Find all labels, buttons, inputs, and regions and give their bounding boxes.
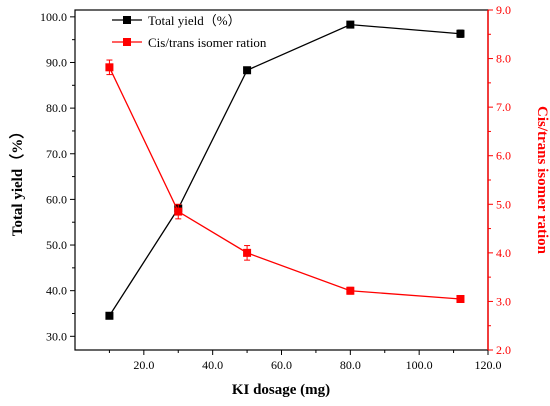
- x-axis: 20.0 40.0 60.0 80.0 100.0 120.0: [109, 350, 501, 372]
- x-tick-label: 80.0: [340, 358, 361, 372]
- right-y-tick-label: 7.0: [496, 100, 511, 114]
- left-y-tick-label: 90.0: [46, 55, 67, 69]
- legend: Total yield（%） Cis/trans isomer ration: [112, 13, 267, 50]
- right-y-tick-label: 9.0: [496, 3, 511, 17]
- right-y-tick-label: 5.0: [496, 197, 511, 211]
- legend-label-isomer-ratio: Cis/trans isomer ration: [148, 35, 267, 50]
- right-y-tick-label: 3.0: [496, 294, 511, 308]
- series-layer: [105, 21, 464, 320]
- data-point-total-yield: [346, 21, 354, 29]
- left-y-axis-title: Total yield（%）: [8, 124, 26, 236]
- series-line-total-yield: [109, 25, 460, 316]
- left-y-axis: 30.0 40.0 50.0 60.0 70.0 80.0 90.0 100.0: [40, 10, 75, 343]
- data-point-total-yield: [456, 30, 464, 38]
- right-y-tick-label: 4.0: [496, 246, 511, 260]
- x-axis-title: KI dosage (mg): [232, 382, 330, 398]
- x-tick-label: 100.0: [406, 358, 433, 372]
- legend-marker-total-yield: [123, 16, 131, 24]
- left-y-tick-label: 100.0: [40, 10, 67, 24]
- data-point-isomer-ratio: [346, 287, 354, 295]
- left-y-tick-label: 60.0: [46, 192, 67, 206]
- right-y-axis-title: Cis/trans isomer ration: [534, 106, 550, 255]
- left-y-tick-label: 40.0: [46, 284, 67, 298]
- right-y-tick-label: 2.0: [496, 343, 511, 357]
- data-point-isomer-ratio: [456, 295, 464, 303]
- x-tick-label: 20.0: [133, 358, 154, 372]
- legend-label-total-yield: Total yield（%）: [148, 13, 241, 28]
- x-tick-label: 120.0: [475, 358, 502, 372]
- series-line-isomer-ratio: [109, 67, 460, 299]
- data-point-isomer-ratio: [243, 249, 251, 257]
- x-tick-label: 40.0: [202, 358, 223, 372]
- legend-marker-isomer-ratio: [123, 38, 131, 46]
- data-point-isomer-ratio: [174, 208, 182, 216]
- data-point-isomer-ratio: [105, 63, 113, 71]
- x-tick-label: 60.0: [271, 358, 292, 372]
- left-y-tick-label: 80.0: [46, 101, 67, 115]
- data-point-total-yield: [105, 312, 113, 320]
- left-y-tick-label: 30.0: [46, 329, 67, 343]
- right-y-axis: 2.0 3.0 4.0 5.0 6.0 7.0 8.0 9.0: [488, 3, 511, 357]
- left-y-tick-label: 70.0: [46, 147, 67, 161]
- left-y-tick-label: 50.0: [46, 238, 67, 252]
- data-point-total-yield: [243, 66, 251, 74]
- plot-frame: [75, 10, 488, 350]
- right-y-tick-label: 6.0: [496, 149, 511, 163]
- right-y-tick-label: 8.0: [496, 52, 511, 66]
